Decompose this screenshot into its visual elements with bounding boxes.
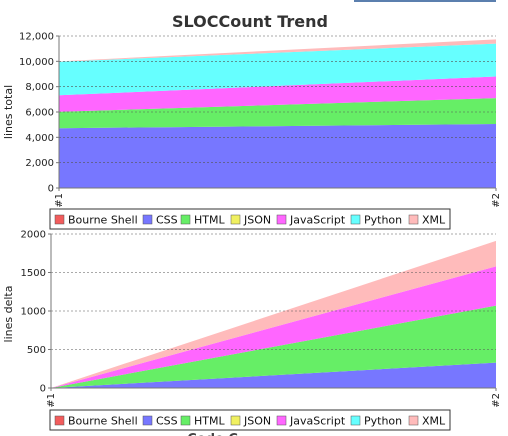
legend-swatch-css (142, 415, 153, 426)
area-css (51, 362, 496, 388)
legend-bottom: Bourne Shell CSS HTML JSON JavaScript Python X… (49, 409, 451, 431)
y-tick-label: 2,000 (25, 158, 54, 169)
area-javascript (51, 266, 496, 388)
legend-swatch-json (230, 214, 241, 225)
y-tick-label: 1000 (21, 307, 46, 318)
legend-label-json: JSON (243, 214, 271, 227)
area-css (59, 124, 496, 188)
y-tick-label: 0 (40, 384, 46, 395)
y-tick-label: 6,000 (25, 108, 54, 119)
legend-swatch-bourne-shell (54, 214, 65, 225)
legend-label-javascript: JavaScript (289, 415, 346, 428)
legend-swatch-python (350, 415, 361, 426)
cut-off-title: Code C... (187, 432, 252, 436)
chart-sloc-delta: 0 500 1000 1500 2000 #1 #2 lines delta (2, 230, 502, 408)
legend-swatch-xml (408, 214, 419, 225)
legend-label-javascript: JavaScript (289, 214, 346, 227)
y-tick-label: 12,000 (19, 32, 54, 43)
legend-swatch-javascript (276, 214, 287, 225)
y-tick-label: 0 (48, 184, 54, 195)
legend-label-css: CSS (156, 415, 178, 428)
x-tick-label: #2 (491, 393, 502, 408)
x-tick-label: #1 (54, 193, 65, 208)
y-tick-label: 500 (27, 345, 46, 356)
window-edge-strip (354, 0, 496, 2)
legend-top: Bourne Shell CSS HTML JSON JavaScript Python X… (49, 208, 451, 230)
legend-swatch-python (350, 214, 361, 225)
legend-label-xml: XML (422, 415, 446, 428)
area-javascript (59, 76, 496, 112)
chart-sloc-total: 0 2,000 4,000 6,000 8,000 10,000 12,000 #1 #2 lin… (2, 32, 502, 208)
legend-label-html: HTML (194, 415, 225, 428)
area-xml (59, 39, 496, 62)
area-xml (51, 240, 496, 388)
legend-label-bourne-shell: Bourne Shell (68, 214, 138, 227)
area-html (59, 98, 496, 129)
legend-label-python: Python (364, 415, 402, 428)
legend-swatch-css (142, 214, 153, 225)
legend-label-python: Python (364, 214, 402, 227)
legend-label-json: JSON (243, 415, 271, 428)
y-tick-label: 2000 (21, 230, 46, 241)
y-tick-label: 10,000 (19, 57, 54, 68)
legend-swatch-xml (408, 415, 419, 426)
legend-swatch-json (230, 415, 241, 426)
y-axis-title: lines delta (2, 286, 15, 343)
legend-swatch-html (180, 415, 191, 426)
legend-label-css: CSS (156, 214, 178, 227)
y-tick-label: 8,000 (25, 82, 54, 93)
legend-swatch-bourne-shell (54, 415, 65, 426)
y-tick-label: 4,000 (25, 133, 54, 144)
x-tick-label: #1 (46, 393, 57, 408)
area-python (59, 43, 496, 96)
legend-swatch-html (180, 214, 191, 225)
legend-label-html: HTML (194, 214, 225, 227)
legend-label-xml: XML (422, 214, 446, 227)
chart-title: SLOCCount Trend (172, 12, 328, 31)
x-tick-label: #2 (491, 193, 502, 208)
legend-swatch-javascript (276, 415, 287, 426)
y-axis-title: lines total (2, 85, 15, 139)
y-tick-label: 1500 (21, 268, 46, 279)
legend-label-bourne-shell: Bourne Shell (68, 415, 138, 428)
